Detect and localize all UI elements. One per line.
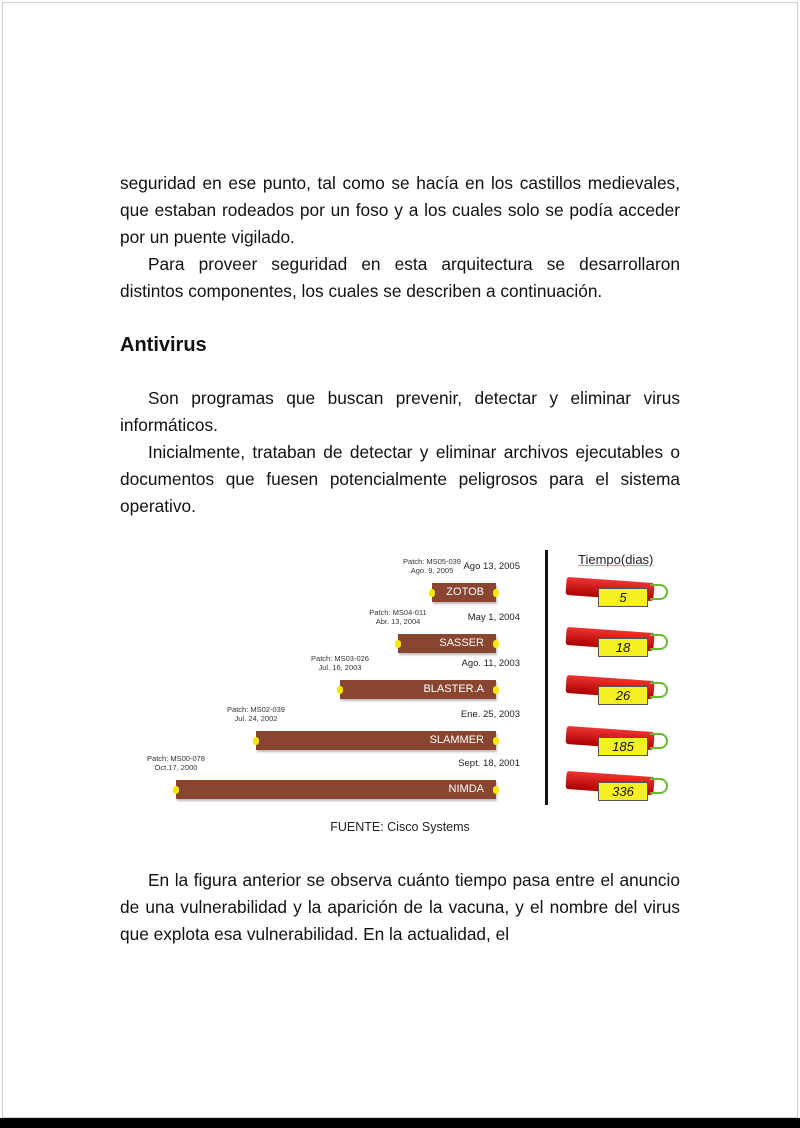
paragraph: En la figura anterior se observa cuánto … — [120, 870, 680, 944]
figure-caption: FUENTE: Cisco Systems — [330, 820, 470, 834]
antivirus-text: Son programas que buscan prevenir, detec… — [120, 385, 680, 520]
section-heading: Antivirus — [120, 334, 207, 356]
bottom-bar — [0, 1118, 800, 1128]
paragraph: seguridad en ese punto, tal como se hací… — [120, 173, 680, 247]
paragraph: Son programas que buscan prevenir, detec… — [120, 388, 680, 435]
intro-text: seguridad en ese punto, tal como se hací… — [120, 170, 680, 305]
paragraph: Inicialmente, trataban de detectar y eli… — [120, 442, 680, 516]
paragraph: Para proveer seguridad en esta arquitect… — [120, 254, 680, 301]
closing-text: En la figura anterior se observa cuánto … — [120, 867, 680, 948]
